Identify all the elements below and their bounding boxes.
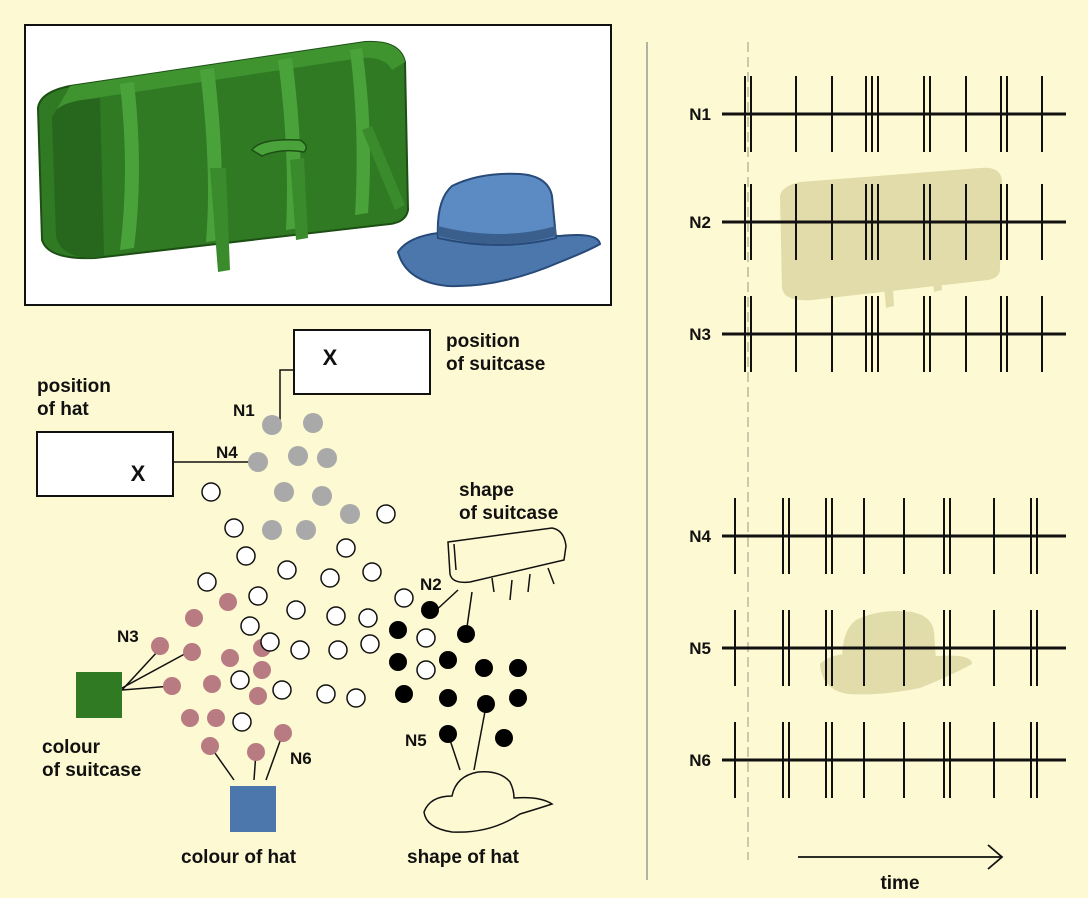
- raster-label-n1: N1: [689, 105, 711, 124]
- n4-label: N4: [216, 443, 238, 462]
- raster-label-n4: N4: [689, 527, 711, 546]
- spike-train-n4: N4: [689, 498, 1066, 574]
- hat-position-box: [36, 431, 174, 497]
- spike-train-n2: N2: [689, 184, 1066, 260]
- colour-hat-label: colour of hat: [181, 847, 297, 868]
- pink-neurons: [151, 593, 292, 761]
- hat-position-mark: X: [131, 461, 146, 486]
- connector-lines: [121, 369, 487, 781]
- white-neurons: [197, 482, 436, 732]
- n1-label: N1: [233, 401, 255, 420]
- spike-raster: N1 N2 N3 N4 N5 N6: [689, 76, 1066, 798]
- hat-colour-swatch: [230, 786, 276, 832]
- time-label: time: [880, 873, 919, 894]
- n3-label: N3: [117, 627, 139, 646]
- n5-label: N5: [405, 731, 427, 750]
- shape-hat-label: shape of hat: [407, 847, 520, 868]
- raster-label-n5: N5: [689, 639, 711, 658]
- green-suitcase-photo: [36, 40, 410, 272]
- gray-neurons: [248, 413, 360, 540]
- colour-suitcase-label: colour of suitcase: [42, 737, 141, 781]
- spike-train-n3: N3: [689, 296, 1066, 372]
- suitcase-outline-icon: [447, 527, 567, 601]
- suitcase-position-mark: X: [323, 345, 338, 370]
- raster-label-n6: N6: [689, 751, 711, 770]
- raster-label-n3: N3: [689, 325, 711, 344]
- blue-hat-photo: [396, 172, 602, 288]
- hat-position-label: position of hat: [37, 376, 116, 420]
- shape-suitcase-label: shape of suitcase: [459, 480, 558, 524]
- suitcase-position-box: [293, 329, 431, 395]
- n6-label: N6: [290, 749, 312, 768]
- raster-label-n2: N2: [689, 213, 711, 232]
- suitcase-position-label: position of suitcase: [446, 331, 545, 375]
- suitcase-colour-swatch: [76, 672, 122, 718]
- arrow-right-icon: [798, 844, 1004, 870]
- neuron-population: [151, 413, 527, 761]
- spike-train-n5: N5: [689, 610, 1066, 686]
- hat-outline-icon: [423, 770, 554, 833]
- faded-suitcase-photo: [780, 167, 1002, 308]
- spike-train-n6: N6: [689, 722, 1066, 798]
- n2-label: N2: [420, 575, 442, 594]
- spike-train-n1: N1: [689, 76, 1066, 152]
- black-neurons: [389, 601, 527, 747]
